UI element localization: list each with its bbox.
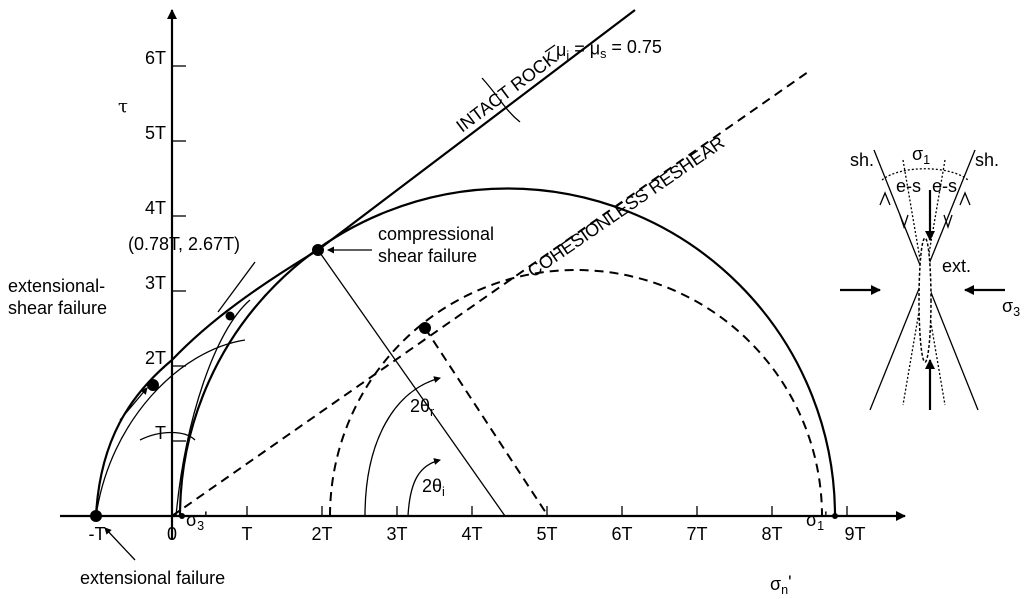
shear-label: sh.: [850, 150, 874, 170]
es-label: e-s: [896, 176, 921, 196]
x-tick-label: 5T: [536, 524, 557, 544]
subscript: 1: [923, 153, 930, 167]
text-part: ': [204, 508, 207, 528]
text-part: σ: [912, 144, 923, 164]
intact-label: INTACT ROCK: [452, 48, 560, 136]
x-tick-label: 0: [167, 524, 177, 544]
subscript: 3: [197, 519, 204, 533]
point-label: (0.78T, 2.67T): [128, 234, 240, 254]
shear-label: sh.: [975, 150, 999, 170]
y-tick-label: 5T: [145, 123, 166, 143]
subscript: 1: [817, 519, 824, 533]
point: [419, 322, 431, 334]
x-tick-label: 2T: [311, 524, 332, 544]
sigma1-inset: σ1: [912, 144, 930, 167]
text-part: = 0.75: [606, 37, 662, 57]
point: [832, 513, 838, 519]
text-part: σ: [806, 510, 817, 530]
x-tick-label: -T: [89, 524, 106, 544]
es-label: e-s: [932, 176, 957, 196]
mohr-diagram: -T0T2T3T4T5T6T7T8T9TT2T3T4T5T6Tσ3'σ1'τσn…: [0, 0, 1033, 599]
reshear-label: COHESIONLESS RESHEAR: [524, 132, 728, 281]
point: [179, 513, 185, 519]
tension-circle: [176, 300, 250, 516]
y-axis-label: τ: [118, 96, 128, 117]
text-part: σ: [186, 510, 197, 530]
subscript: n: [781, 583, 788, 597]
x-axis-label: σn': [770, 572, 792, 596]
point: [312, 244, 324, 256]
ext-shear-label: shear failure: [8, 298, 107, 318]
text-part: σ: [770, 574, 781, 594]
sigma3-inset: σ3: [1002, 296, 1020, 319]
text-part: σ: [1002, 296, 1013, 316]
text-part: ': [788, 572, 791, 592]
sigma3-label: σ3': [186, 508, 208, 532]
x-tick-label: T: [242, 524, 253, 544]
theta-r-label: 2θr: [410, 396, 434, 419]
ext-label: extensional failure: [80, 568, 225, 588]
ext-shear-label: extensional-: [8, 276, 105, 296]
subscript: 3: [1013, 305, 1020, 319]
x-tick-label: 3T: [386, 524, 407, 544]
y-tick-label: 3T: [145, 273, 166, 293]
compressional-label: shear failure: [378, 246, 477, 266]
ext-arrow: [105, 528, 135, 560]
text-part: μ: [556, 40, 566, 60]
text-part: ': [824, 508, 827, 528]
text-part: 2θ: [422, 476, 442, 496]
reshear-circle: [330, 270, 822, 516]
point: [226, 312, 235, 321]
subscript: i: [442, 485, 445, 499]
x-tick-label: 4T: [461, 524, 482, 544]
t-arc: [140, 433, 195, 441]
theta-i-label: 2θi: [422, 476, 445, 499]
x-tick-label: 7T: [686, 524, 707, 544]
x-tick-label: 6T: [611, 524, 632, 544]
compressional-label: compressional: [378, 224, 494, 244]
point: [90, 510, 102, 522]
curves: [90, 10, 838, 560]
small-circle: [96, 340, 245, 516]
text-part: 2θ: [410, 396, 430, 416]
subscript: r: [430, 405, 434, 419]
text-part: = μ: [569, 38, 600, 58]
ext-inset-label: ext.: [942, 256, 971, 276]
x-tick-label: 9T: [844, 524, 865, 544]
axes: [60, 10, 905, 540]
y-tick-label: T: [155, 423, 166, 443]
y-tick-label: 4T: [145, 198, 166, 218]
sigma1-label: σ1': [806, 508, 828, 532]
y-tick-label: 6T: [145, 48, 166, 68]
radius-intact: [318, 250, 505, 516]
inset: [840, 150, 1005, 410]
ext-crack: [919, 238, 931, 362]
point: [147, 379, 159, 391]
x-tick-label: 8T: [761, 524, 782, 544]
big-circle: [180, 188, 835, 516]
ext-shear-arrow: [120, 388, 147, 420]
y-tick-label: 2T: [145, 348, 166, 368]
